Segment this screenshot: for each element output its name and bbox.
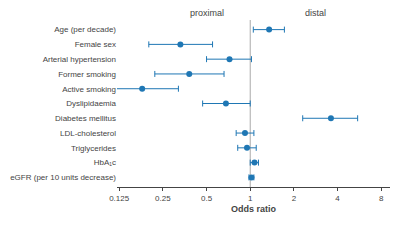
svg-text:4: 4: [335, 194, 340, 203]
svg-text:1: 1: [248, 194, 253, 203]
svg-text:Arterial hypertension: Arterial hypertension: [43, 55, 116, 64]
svg-text:Triglycerides: Triglycerides: [71, 144, 116, 153]
svg-text:Diabetes mellitus: Diabetes mellitus: [55, 114, 116, 123]
svg-text:0.125: 0.125: [109, 194, 130, 203]
svg-text:0.25: 0.25: [155, 194, 171, 203]
svg-text:proximal: proximal: [190, 8, 224, 18]
svg-text:8: 8: [379, 194, 384, 203]
svg-text:distal: distal: [305, 8, 326, 18]
svg-text:Active smoking: Active smoking: [62, 85, 116, 94]
svg-text:LDL-cholesterol: LDL-cholesterol: [60, 129, 116, 138]
svg-text:0.5: 0.5: [201, 194, 213, 203]
svg-text:HbA₁c: HbA₁c: [94, 158, 116, 167]
svg-text:Dyslipidaemia: Dyslipidaemia: [66, 99, 116, 108]
svg-text:Age (per decade): Age (per decade): [54, 25, 116, 34]
svg-text:Odds ratio: Odds ratio: [231, 204, 277, 214]
svg-text:Former smoking: Former smoking: [58, 70, 116, 79]
svg-text:eGFR (per 10 units decrease): eGFR (per 10 units decrease): [10, 173, 116, 182]
svg-text:Female sex: Female sex: [75, 40, 116, 49]
svg-text:2: 2: [292, 194, 297, 203]
